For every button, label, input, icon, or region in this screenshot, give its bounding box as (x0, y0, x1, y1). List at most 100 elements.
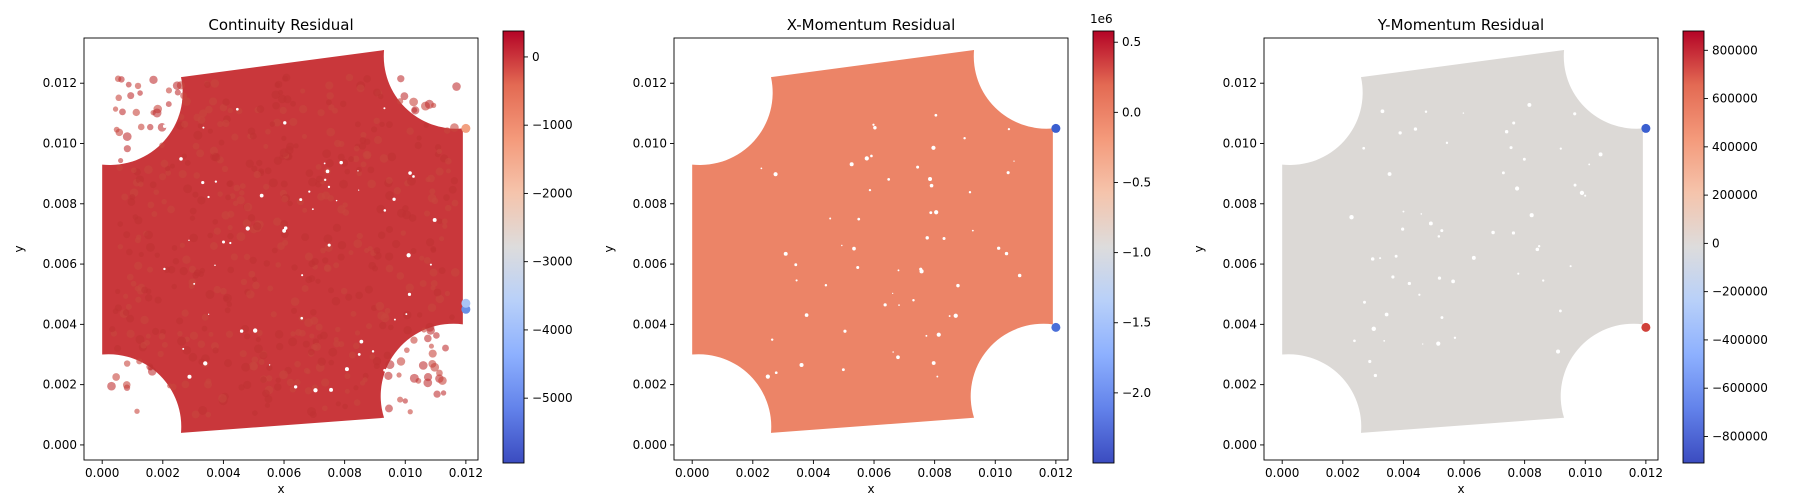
texture-dot (236, 195, 245, 205)
x-tick-label: 0.008 (327, 466, 361, 480)
mesh-hole (300, 316, 304, 320)
texture-dot (433, 390, 441, 398)
texture-dot (274, 383, 282, 391)
scatter-field (102, 50, 471, 433)
texture-dot (263, 260, 271, 267)
texture-dot (280, 180, 288, 188)
texture-dot (264, 167, 272, 175)
texture-dot (264, 402, 270, 408)
texture-dot (125, 303, 132, 310)
texture-dot (373, 247, 381, 254)
mesh-hole (936, 375, 939, 378)
y-tick-label: 0.008 (1223, 197, 1257, 211)
mesh-hole (919, 269, 924, 274)
mesh-hole (429, 263, 432, 266)
y-tick-label: 0.004 (43, 317, 77, 331)
mesh-hole (201, 180, 205, 185)
texture-dot (192, 271, 200, 279)
texture-dot (373, 135, 383, 145)
texture-dot (301, 133, 308, 139)
texture-dot (434, 144, 442, 151)
texture-dot (404, 347, 410, 353)
texture-dot (371, 126, 378, 133)
texture-dot (416, 312, 423, 318)
scatter-field (692, 50, 1061, 433)
mesh-hole (1370, 257, 1375, 261)
texture-dot (132, 214, 139, 220)
texture-dot (247, 127, 256, 135)
texture-dot (239, 350, 247, 358)
texture-dot (430, 362, 440, 372)
scatter-field (1282, 50, 1651, 433)
mesh-hole (182, 347, 185, 350)
texture-dot (430, 285, 436, 291)
texture-dot (147, 201, 155, 209)
y-tick-label: 0.006 (633, 257, 667, 271)
texture-dot (225, 330, 234, 338)
x-tick-label: 0.004 (1386, 466, 1420, 480)
texture-dot (193, 130, 203, 140)
texture-dot (360, 131, 367, 139)
texture-dot (430, 280, 438, 288)
texture-dot (135, 296, 142, 303)
texture-dot (345, 73, 354, 82)
texture-dot (115, 94, 122, 102)
texture-dot (385, 360, 395, 370)
mesh-hole (936, 332, 941, 337)
texture-dot (298, 105, 308, 114)
texture-dot (344, 168, 351, 175)
mesh-hole (357, 353, 361, 356)
texture-dot (112, 106, 119, 112)
texture-dot (429, 268, 438, 277)
x-tick-label: 0.010 (1568, 466, 1602, 480)
texture-dot (376, 204, 386, 214)
mesh-hole (1006, 171, 1010, 175)
texture-dot (127, 198, 136, 206)
texture-dot (421, 327, 427, 333)
x-tick-label: 0.002 (146, 466, 180, 480)
texture-dot (443, 127, 451, 134)
texture-dot (379, 121, 385, 127)
texture-dot (340, 100, 347, 108)
outlier-point (1051, 322, 1061, 332)
texture-dot (384, 371, 393, 380)
texture-dot (348, 250, 354, 256)
texture-dot (426, 326, 435, 335)
texture-dot (207, 128, 213, 134)
texture-dot (402, 398, 408, 404)
x-axis-label: x (1457, 482, 1464, 496)
texture-dot (122, 381, 131, 389)
texture-dot (325, 81, 334, 90)
texture-dot (253, 170, 261, 179)
texture-dot (332, 223, 341, 232)
texture-dot (337, 241, 347, 250)
mesh-hole (1368, 359, 1372, 364)
mesh-hole (760, 167, 763, 170)
mesh-hole (311, 208, 314, 211)
mesh-hole (193, 282, 196, 285)
texture-dot (288, 337, 298, 347)
texture-dot (308, 348, 315, 356)
texture-dot (308, 275, 316, 282)
texture-dot (226, 180, 233, 188)
texture-dot (407, 176, 416, 186)
texture-dot (309, 411, 317, 419)
chart-panel: 0.000 0.002 0.004 0.006 0.008 0.010 0.012 0.000… (1192, 16, 1768, 496)
texture-dot (339, 179, 348, 189)
texture-dot (429, 188, 436, 195)
mesh-hole (412, 175, 415, 178)
mesh-hole (934, 113, 938, 117)
mesh-hole (948, 315, 951, 318)
texture-dot (305, 169, 314, 177)
texture-dot (384, 307, 391, 314)
mesh-hole (841, 244, 843, 247)
texture-dot (450, 177, 458, 185)
texture-dot (192, 191, 199, 198)
texture-dot (345, 293, 353, 301)
mesh-hole (1373, 373, 1378, 378)
mesh-hole (371, 350, 375, 353)
mesh-hole (308, 190, 311, 193)
texture-dot (310, 309, 317, 316)
texture-dot (290, 297, 300, 306)
mesh-hole (1398, 131, 1402, 135)
